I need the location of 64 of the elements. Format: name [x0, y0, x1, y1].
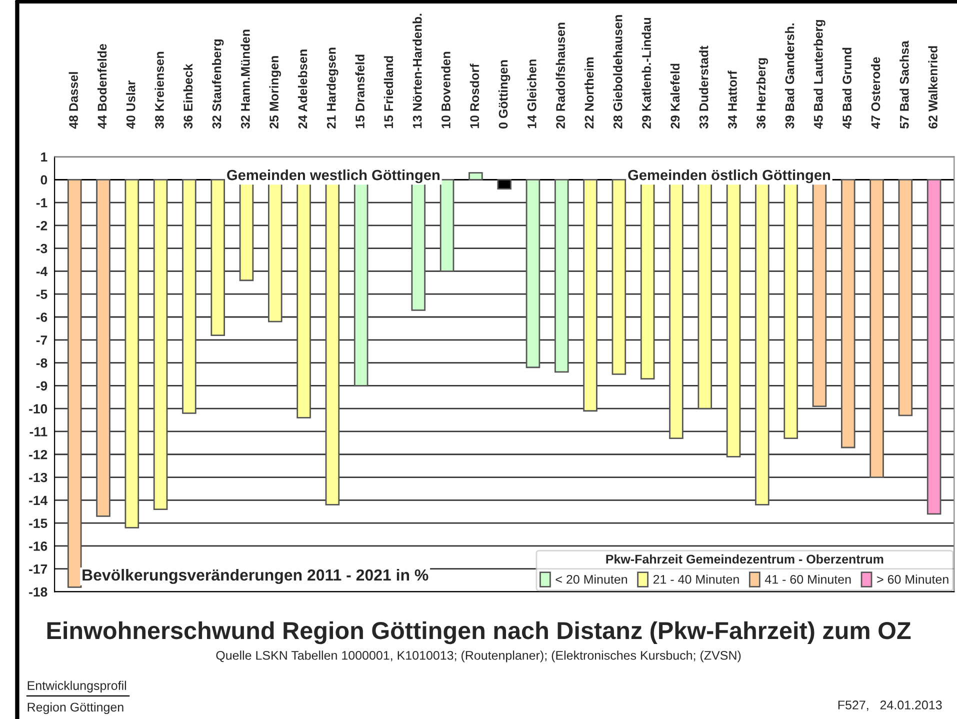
x-tick-label: 38 Kreiensen — [154, 52, 164, 129]
legend-title: Pkw-Fahrzeit Gemeindezentrum - Oberzentrum — [606, 554, 884, 564]
x-tick-label: 62 Walkenried — [928, 46, 938, 129]
x-tick-label: 34 Hattorf — [728, 70, 737, 129]
x-tick-label: 32 Staufenberg — [212, 40, 224, 129]
x-tick-label: 15 Dransfeld — [355, 54, 364, 128]
x-tick-label: 14 Gleichen — [527, 60, 536, 128]
x-tick-label: 21 Hardegsen — [326, 48, 338, 129]
x-tick-label: 44 Bodenfelde — [97, 44, 107, 129]
x-tick-label: 15 Friedland — [384, 56, 394, 128]
y-tick-label: -13 — [29, 472, 48, 482]
text: Region Göttingen — [28, 702, 124, 714]
x-tick-label: 0 Göttingen — [498, 60, 510, 128]
y-tick-label: 0 — [40, 175, 48, 185]
x-tick-label: 39 Bad Gandersh. — [785, 24, 794, 129]
x-tick-label: 10 Bovenden — [441, 52, 450, 128]
x-tick-label: 22 Northeim — [584, 58, 594, 129]
y-tick-label: -8 — [36, 358, 48, 368]
y-tick-label: -15 — [29, 518, 48, 528]
x-tick-label: 20 Radolfshausen — [556, 22, 565, 129]
legend-label: > 60 Minuten — [877, 574, 948, 584]
y-tick-label: -5 — [36, 290, 48, 300]
x-tick-label: 33 Duderstadt — [699, 46, 708, 129]
y-tick-label: -10 — [29, 404, 48, 414]
y-tick-label: -18 — [29, 587, 48, 597]
x-tick-label: 36 Einbeck — [183, 64, 193, 129]
y-tick-label: -12 — [29, 450, 48, 460]
x-tick-label: 24 Adelebsen — [298, 50, 308, 129]
x-tick-label: 57 Bad Sachsa — [900, 40, 909, 129]
text: Einwohnerschwund Region Göttingen nach Distanz (Pkw-Fahrzeit) zum OZ — [47, 621, 911, 644]
legend-label: 41 - 60 Minuten — [764, 574, 851, 584]
text: F527, 24.01.2013 — [838, 700, 942, 711]
annotation: Gemeinden westlich Göttingen — [227, 169, 440, 184]
x-tick-label: 29 Kalefeld — [670, 64, 680, 129]
x-tick-label: 28 Gieboldehausen — [613, 15, 622, 129]
x-tick-label: 10 Rosdorf — [470, 64, 480, 128]
x-tick-label: 36 Herzberg — [756, 58, 768, 129]
legend-label: < 20 Minuten — [556, 574, 628, 584]
y-tick-label: -2 — [36, 220, 48, 230]
y-tick-label: -14 — [29, 496, 48, 505]
x-tick-label: 13 Nörten-Hardenb. — [412, 14, 422, 128]
y-tick-label: -4 — [36, 266, 48, 276]
y-tick-label: -1 — [36, 198, 48, 208]
y-tick-label: 1 — [41, 152, 48, 162]
x-tick-label: 32 Hann.Münden — [240, 30, 250, 129]
x-tick-label: 45 Bad Lauterberg — [814, 20, 826, 129]
source-note: Quelle LSKN Tabellen 1000001, K1010013; (Routenplaner); (Elektronisches Kursbuch; (ZVSN) — [216, 650, 741, 662]
y-tick-label: -9 — [36, 381, 48, 391]
annotation: Gemeinden östlich Göttingen — [628, 169, 830, 184]
x-tick-label: 47 Osterode — [870, 57, 880, 129]
text: Entwicklungsprofil — [28, 680, 126, 692]
y-tick-label: -17 — [29, 564, 48, 574]
y-tick-label: -6 — [36, 312, 48, 322]
x-tick-label: 29 Katlenb.-Lindau — [642, 18, 651, 129]
x-tick-label: 48 Dassel — [68, 72, 78, 129]
y-tick-label: -7 — [36, 336, 48, 345]
x-tick-label: 25 Moringen — [269, 56, 281, 129]
annotation: Bevölkerungsveränderungen 2011 - 2021 in % — [82, 568, 428, 584]
legend-label: 21 - 40 Minuten — [653, 574, 739, 584]
x-tick-label: 45 Bad Grund — [842, 48, 852, 129]
y-tick-label: -11 — [30, 427, 48, 436]
y-tick-label: -3 — [36, 244, 48, 254]
y-tick-label: -16 — [29, 542, 48, 551]
x-tick-label: 40 Uslar — [126, 80, 136, 129]
